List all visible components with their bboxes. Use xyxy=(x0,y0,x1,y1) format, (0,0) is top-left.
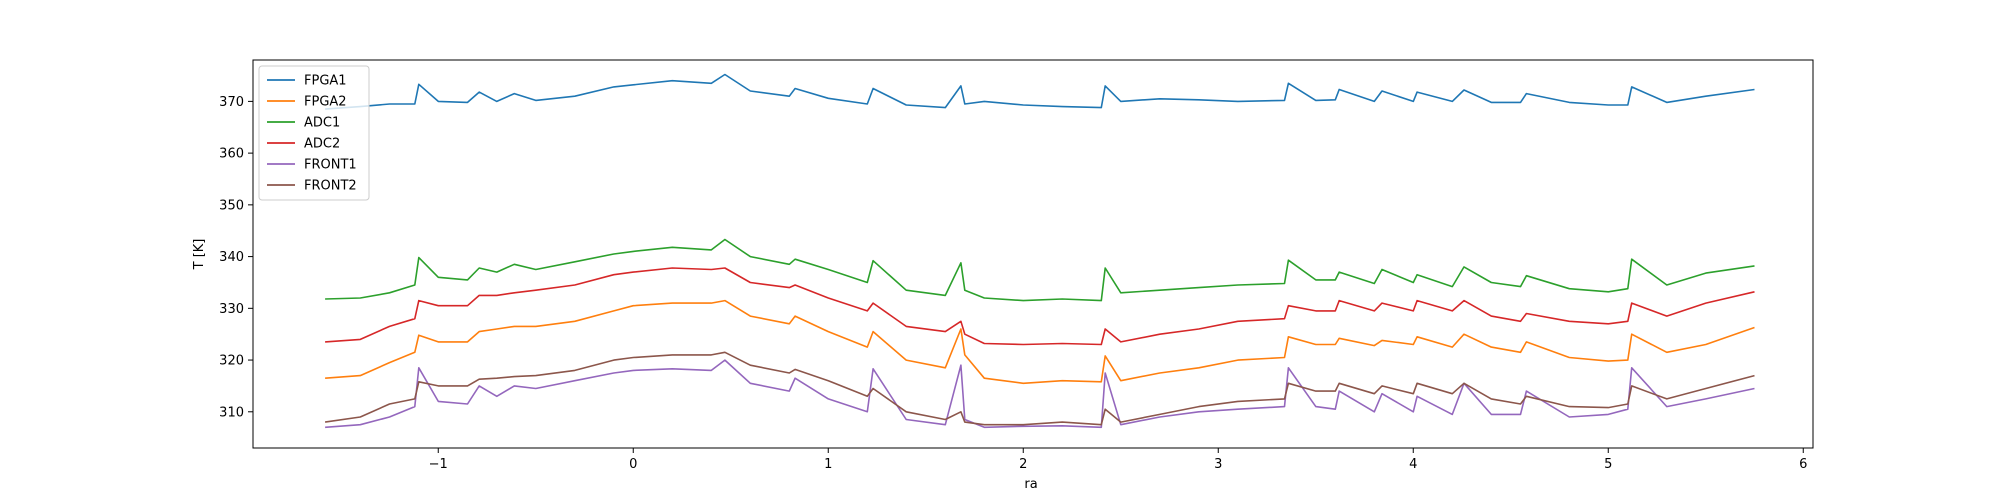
y-tick-label: 370 xyxy=(219,95,244,110)
y-tick-label: 310 xyxy=(219,405,244,420)
legend: FPGA1 FPGA2 ADC1 ADC2 FRONT1 FRONT2 xyxy=(258,65,370,201)
x-tick-label: 6 xyxy=(1799,457,1807,472)
x-tick-label: 4 xyxy=(1409,457,1417,472)
legend-label: FPGA1 xyxy=(304,74,347,89)
series-line-front2 xyxy=(324,351,1755,426)
y-tick-label: 360 xyxy=(219,147,244,162)
series-line-fpga1 xyxy=(325,73,1755,110)
y-tick-label: 320 xyxy=(219,354,244,369)
x-tick-label: 1 xyxy=(824,457,832,472)
y-tick-label: 340 xyxy=(219,250,244,265)
x-tick-label: 0 xyxy=(629,457,637,472)
plot-frame xyxy=(252,59,1814,449)
y-tick-label: 330 xyxy=(219,302,244,317)
series-line-adc1 xyxy=(325,238,1755,302)
legend-box xyxy=(258,65,370,201)
x-tick-label: 5 xyxy=(1604,457,1612,472)
x-axis: −1 0 1 2 3 4 5 6 xyxy=(429,448,1807,472)
series-line-adc2 xyxy=(325,267,1755,346)
series-line-front1 xyxy=(325,359,1755,429)
series-line-fpga2 xyxy=(325,299,1755,385)
legend-label: ADC1 xyxy=(304,116,340,131)
legend-label: FRONT2 xyxy=(304,179,357,194)
plot-lines xyxy=(324,73,1755,429)
x-tick-label: −1 xyxy=(429,457,448,472)
x-tick-label: 2 xyxy=(1019,457,1027,472)
x-tick-label: 3 xyxy=(1214,457,1222,472)
legend-label: FRONT1 xyxy=(304,158,357,173)
legend-label: FPGA2 xyxy=(304,95,347,110)
y-axis: 310 320 330 340 350 360 370 xyxy=(219,95,253,420)
x-axis-label: ra xyxy=(1024,477,1037,492)
y-axis-label: T [K] xyxy=(192,239,207,271)
legend-label: ADC2 xyxy=(304,137,340,152)
y-tick-label: 350 xyxy=(219,198,244,213)
